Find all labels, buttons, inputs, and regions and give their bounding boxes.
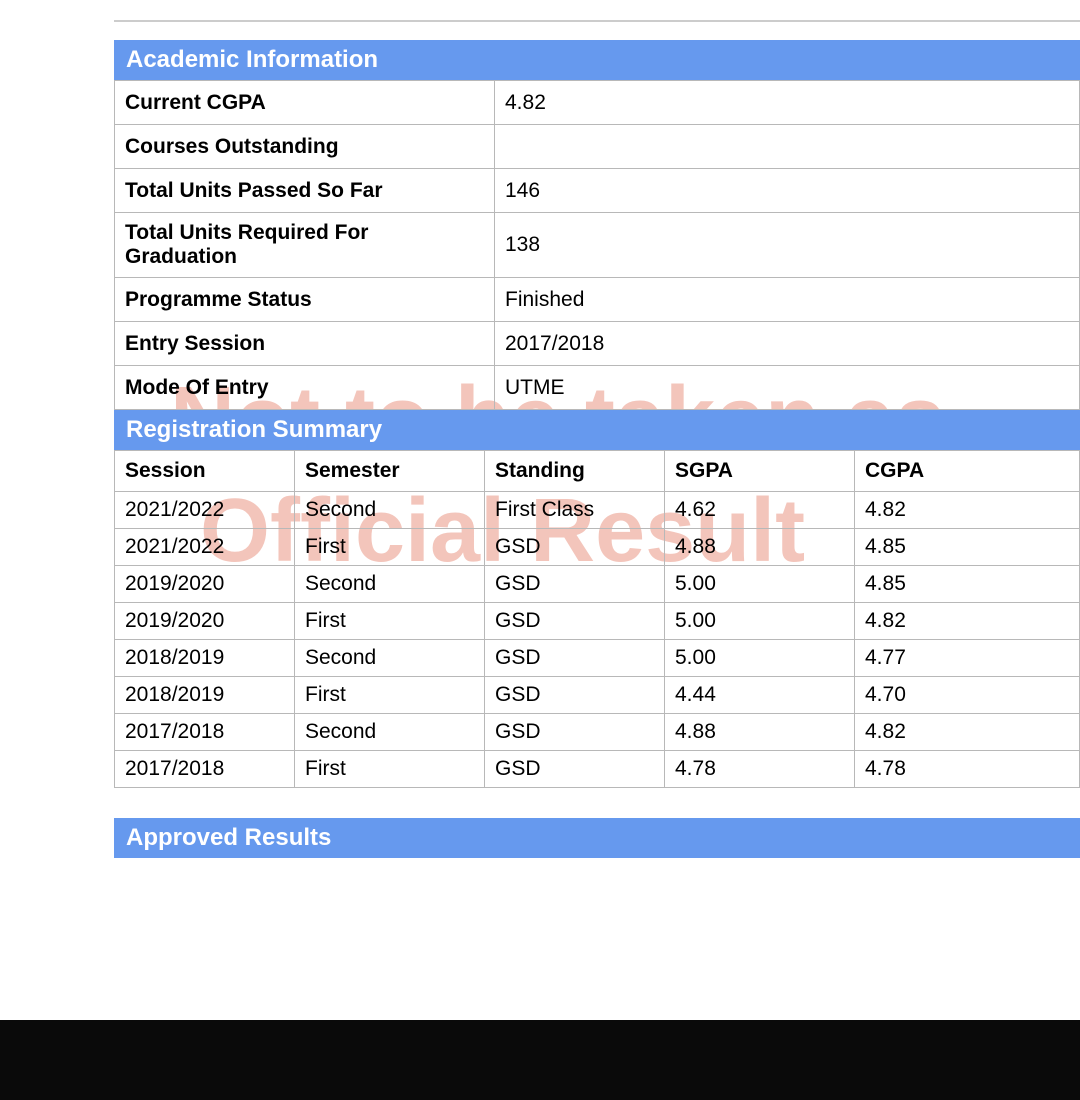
reg-table-cell: 2017/2018 (115, 751, 295, 788)
reg-table-cell: GSD (485, 714, 665, 751)
academic-info-header: Academic Information (114, 40, 1080, 80)
academic-info-row: Entry Session2017/2018 (115, 322, 1080, 366)
academic-info-value: 4.82 (495, 81, 1080, 125)
reg-table-cell: 4.85 (855, 566, 1080, 603)
reg-table-cell: 2019/2020 (115, 566, 295, 603)
reg-table-cell: 4.88 (665, 714, 855, 751)
reg-table-cell: 4.85 (855, 529, 1080, 566)
reg-table-cell: 2021/2022 (115, 529, 295, 566)
academic-info-value: UTME (495, 366, 1080, 410)
reg-table-cell: First (295, 529, 485, 566)
top-divider (114, 20, 1080, 22)
reg-table-cell: 4.82 (855, 492, 1080, 529)
reg-table-cell: 4.77 (855, 640, 1080, 677)
reg-table-cell: First Class (485, 492, 665, 529)
reg-table-cell: 4.44 (665, 677, 855, 714)
reg-table-cell: GSD (485, 640, 665, 677)
academic-info-value (495, 125, 1080, 169)
academic-info-label: Courses Outstanding (115, 125, 495, 169)
registration-summary-header: Registration Summary (114, 410, 1080, 450)
academic-info-value: 146 (495, 169, 1080, 213)
reg-table-column-header: Standing (485, 451, 665, 492)
reg-table-cell: First (295, 751, 485, 788)
reg-table-column-header: CGPA (855, 451, 1080, 492)
reg-table-cell: 4.70 (855, 677, 1080, 714)
reg-table-cell: GSD (485, 603, 665, 640)
reg-table-cell: GSD (485, 529, 665, 566)
academic-info-label: Current CGPA (115, 81, 495, 125)
academic-info-row: Total Units Required For Graduation138 (115, 213, 1080, 278)
reg-table-cell: 4.82 (855, 603, 1080, 640)
reg-table-cell: Second (295, 640, 485, 677)
reg-table-cell: Second (295, 492, 485, 529)
academic-info-label: Programme Status (115, 278, 495, 322)
academic-info-label: Mode Of Entry (115, 366, 495, 410)
reg-table-row: 2019/2020SecondGSD5.004.85 (115, 566, 1080, 603)
reg-table-cell: 2017/2018 (115, 714, 295, 751)
academic-info-row: Current CGPA4.82 (115, 81, 1080, 125)
reg-table-cell: 2018/2019 (115, 640, 295, 677)
reg-table-row: 2018/2019SecondGSD5.004.77 (115, 640, 1080, 677)
academic-info-label: Total Units Passed So Far (115, 169, 495, 213)
reg-table-row: 2017/2018FirstGSD4.784.78 (115, 751, 1080, 788)
academic-info-value: Finished (495, 278, 1080, 322)
academic-info-row: Programme StatusFinished (115, 278, 1080, 322)
reg-table-column-header: Semester (295, 451, 485, 492)
registration-summary-table: SessionSemesterStandingSGPACGPA2021/2022… (114, 450, 1080, 788)
reg-table-header-row: SessionSemesterStandingSGPACGPA (115, 451, 1080, 492)
reg-table-row: 2021/2022SecondFirst Class4.624.82 (115, 492, 1080, 529)
reg-table-row: 2021/2022FirstGSD4.884.85 (115, 529, 1080, 566)
reg-table-cell: 4.88 (665, 529, 855, 566)
footer-bar (0, 1020, 1080, 1100)
reg-table-cell: GSD (485, 677, 665, 714)
reg-table-cell: 4.82 (855, 714, 1080, 751)
reg-table-cell: 2021/2022 (115, 492, 295, 529)
reg-table-cell: Second (295, 714, 485, 751)
reg-table-column-header: Session (115, 451, 295, 492)
reg-table-row: 2019/2020FirstGSD5.004.82 (115, 603, 1080, 640)
academic-info-row: Courses Outstanding (115, 125, 1080, 169)
reg-table-cell: 5.00 (665, 640, 855, 677)
academic-info-value: 2017/2018 (495, 322, 1080, 366)
reg-table-row: 2017/2018SecondGSD4.884.82 (115, 714, 1080, 751)
academic-info-label: Entry Session (115, 322, 495, 366)
reg-table-cell: First (295, 603, 485, 640)
reg-table-cell: 2019/2020 (115, 603, 295, 640)
reg-table-cell: 5.00 (665, 566, 855, 603)
reg-table-row: 2018/2019FirstGSD4.444.70 (115, 677, 1080, 714)
academic-info-row: Total Units Passed So Far146 (115, 169, 1080, 213)
reg-table-cell: 4.62 (665, 492, 855, 529)
reg-table-cell: Second (295, 566, 485, 603)
reg-table-cell: 4.78 (665, 751, 855, 788)
academic-info-table: Current CGPA4.82Courses OutstandingTotal… (114, 80, 1080, 410)
reg-table-cell: GSD (485, 751, 665, 788)
reg-table-cell: GSD (485, 566, 665, 603)
academic-info-row: Mode Of EntryUTME (115, 366, 1080, 410)
reg-table-cell: First (295, 677, 485, 714)
reg-table-cell: 4.78 (855, 751, 1080, 788)
approved-results-header: Approved Results (114, 818, 1080, 858)
reg-table-column-header: SGPA (665, 451, 855, 492)
reg-table-cell: 2018/2019 (115, 677, 295, 714)
academic-info-label: Total Units Required For Graduation (115, 213, 495, 278)
reg-table-cell: 5.00 (665, 603, 855, 640)
academic-info-value: 138 (495, 213, 1080, 278)
